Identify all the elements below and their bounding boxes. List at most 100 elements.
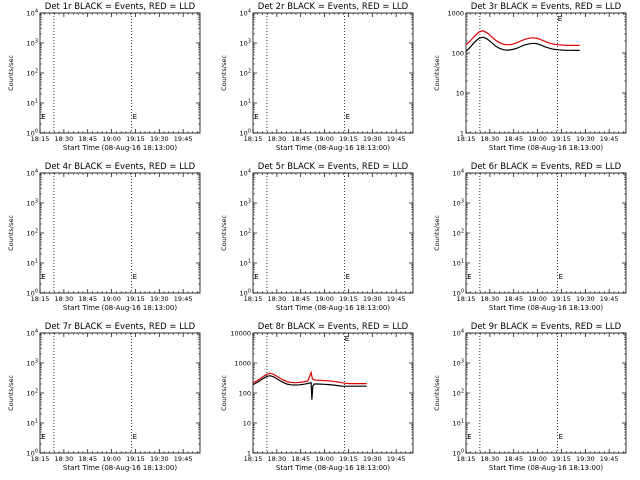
panel-title: Det 1r BLACK = Events, RED = LLD xyxy=(45,2,196,12)
x-axis-label: Start Time (08-Aug-16 18:13:00) xyxy=(63,304,177,312)
y-tick-label: 101 xyxy=(453,419,464,428)
x-tick-label: 18:15 xyxy=(244,295,263,303)
x-tick-label: 19:45 xyxy=(387,295,406,303)
x-tick-label: 19:15 xyxy=(339,455,358,463)
y-tick-label: 101 xyxy=(453,259,464,268)
x-tick-label: 19:00 xyxy=(315,455,334,463)
plot-frame xyxy=(252,172,414,294)
y-tick-label: 102 xyxy=(453,389,464,398)
y-axis-label: Counts/sec xyxy=(433,55,441,91)
x-tick-label: 19:15 xyxy=(126,135,145,143)
y-tick-label: 103 xyxy=(453,199,464,208)
y-tick-label: 104 xyxy=(453,329,464,338)
x-tick-label: 18:15 xyxy=(457,135,476,143)
x-axis-label: Start Time (08-Aug-16 18:13:00) xyxy=(63,464,177,472)
panel-title: Det 6r BLACK = Events, RED = LLD xyxy=(471,162,622,172)
event-marker-label: E xyxy=(467,433,471,441)
y-tick-label: 10 xyxy=(456,90,464,98)
x-tick-label: 18:15 xyxy=(31,135,50,143)
y-tick-label: 101 xyxy=(27,99,38,108)
x-tick-label: 18:45 xyxy=(78,135,97,143)
x-tick-label: 19:15 xyxy=(126,295,145,303)
panel-det3r: Det 3r BLACK = Events, RED = LLD Counts/s… xyxy=(433,2,627,152)
y-tick-label: 101 xyxy=(27,419,38,428)
x-tick-label: 18:15 xyxy=(31,455,50,463)
y-tick-label: 10 xyxy=(243,420,251,428)
panel-det4r: Det 4r BLACK = Events, RED = LLD Counts/s… xyxy=(7,162,201,312)
x-tick-label: 19:30 xyxy=(150,455,169,463)
x-tick-label: 18:30 xyxy=(480,295,499,303)
event-marker-label: E xyxy=(41,273,45,281)
x-tick-label: 19:00 xyxy=(528,295,547,303)
x-tick-label: 18:45 xyxy=(504,295,523,303)
plot-frame xyxy=(465,12,627,134)
y-axis-label: Counts/sec xyxy=(433,215,441,251)
x-tick-label: 19:00 xyxy=(315,135,334,143)
x-tick-label: 19:00 xyxy=(102,455,121,463)
panel-title: Det 5r BLACK = Events, RED = LLD xyxy=(258,162,409,172)
x-tick-label: 19:45 xyxy=(174,135,193,143)
x-tick-label: 19:45 xyxy=(174,295,193,303)
panel-title: Det 3r BLACK = Events, RED = LLD xyxy=(471,2,622,12)
y-tick-label: 104 xyxy=(240,9,251,18)
plot-frame xyxy=(39,12,201,134)
plot-frame xyxy=(465,332,627,454)
y-tick-label: 103 xyxy=(453,359,464,368)
y-tick-label: 102 xyxy=(453,229,464,238)
x-tick-label: 18:30 xyxy=(54,295,73,303)
x-tick-label: 19:45 xyxy=(600,135,619,143)
y-tick-label: 104 xyxy=(240,169,251,178)
y-axis-label: Counts/sec xyxy=(220,215,228,251)
x-tick-label: 19:30 xyxy=(576,455,595,463)
y-tick-label: 100 xyxy=(27,129,38,138)
y-tick-label: 100 xyxy=(240,129,251,138)
y-tick-label: 1000 xyxy=(447,10,464,18)
y-tick-label: 103 xyxy=(240,39,251,48)
x-tick-label: 18:45 xyxy=(291,135,310,143)
x-axis-label: Start Time (08-Aug-16 18:13:00) xyxy=(276,304,390,312)
panel-det5r: Det 5r BLACK = Events, RED = LLD Counts/s… xyxy=(220,162,414,312)
event-marker-label: E xyxy=(41,433,45,441)
event-marker-label: E xyxy=(254,273,258,281)
event-marker-label: E xyxy=(346,273,350,281)
x-axis-label: Start Time (08-Aug-16 18:13:00) xyxy=(276,464,390,472)
plot-frame xyxy=(39,332,201,454)
panel-title: Det 2r BLACK = Events, RED = LLD xyxy=(258,2,409,12)
x-tick-label: 18:45 xyxy=(291,295,310,303)
x-tick-label: 19:30 xyxy=(150,135,169,143)
x-tick-label: 19:45 xyxy=(600,455,619,463)
y-axis-label: Counts/sec xyxy=(7,55,15,91)
plot-frame xyxy=(39,172,201,294)
y-tick-label: 103 xyxy=(240,199,251,208)
x-tick-label: 19:00 xyxy=(102,135,121,143)
y-tick-label: 1 xyxy=(247,450,251,458)
panel-det8r: Det 8r BLACK = Events, RED = LLD Counts/s… xyxy=(220,322,414,472)
y-tick-label: 102 xyxy=(27,69,38,78)
y-tick-label: 101 xyxy=(27,259,38,268)
x-tick-label: 19:15 xyxy=(552,455,571,463)
y-tick-label: 103 xyxy=(27,199,38,208)
x-tick-label: 19:45 xyxy=(600,295,619,303)
rate-series-lld xyxy=(465,30,580,47)
rate-series-events xyxy=(465,36,580,52)
panel-title: Det 8r BLACK = Events, RED = LLD xyxy=(258,322,409,332)
y-tick-label: 103 xyxy=(27,359,38,368)
panel-det7r: Det 7r BLACK = Events, RED = LLD Counts/s… xyxy=(7,322,201,472)
y-tick-label: 100 xyxy=(240,289,251,298)
event-marker-label: E xyxy=(133,113,137,121)
x-axis-label: Start Time (08-Aug-16 18:13:00) xyxy=(489,304,603,312)
y-tick-label: 100 xyxy=(452,50,464,58)
x-tick-label: 18:15 xyxy=(244,455,263,463)
x-tick-label: 19:00 xyxy=(528,135,547,143)
y-tick-label: 100 xyxy=(239,390,251,398)
plot-frame xyxy=(465,172,627,294)
event-marker-label: E xyxy=(345,335,349,343)
plot-frame xyxy=(252,332,414,454)
x-tick-label: 19:30 xyxy=(363,455,382,463)
x-tick-label: 18:30 xyxy=(267,135,286,143)
x-tick-label: 18:45 xyxy=(504,455,523,463)
x-tick-label: 19:45 xyxy=(174,455,193,463)
y-tick-label: 104 xyxy=(27,9,38,18)
panel-title: Det 9r BLACK = Events, RED = LLD xyxy=(471,322,622,332)
